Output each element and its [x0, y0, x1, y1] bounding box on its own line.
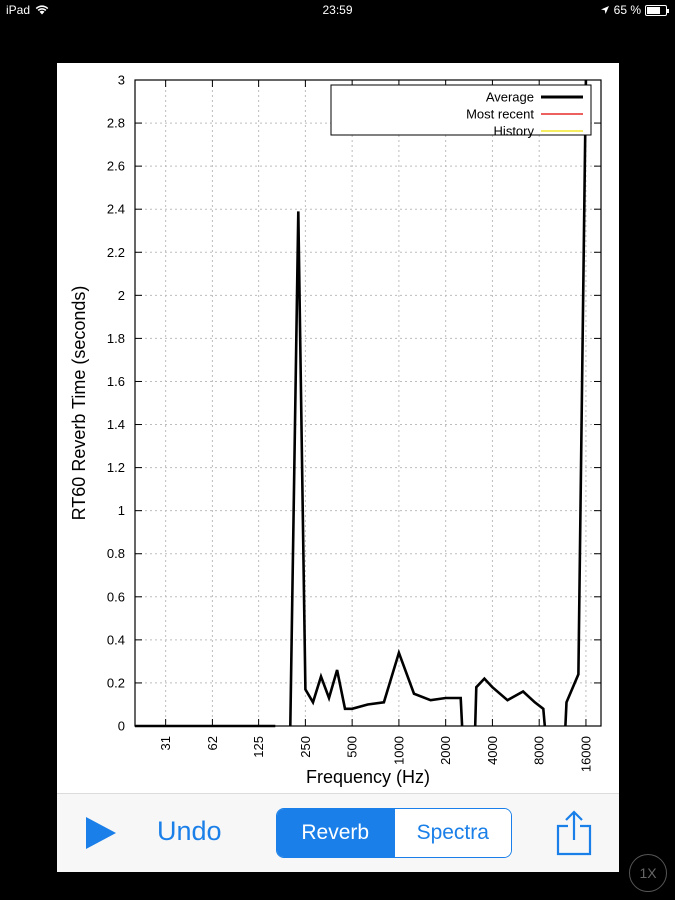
view-segmented-control: Reverb Spectra	[276, 808, 512, 858]
zoom-button[interactable]: 1X	[629, 854, 667, 892]
x-tick-label: 4000	[485, 736, 500, 765]
undo-button[interactable]: Undo	[157, 816, 222, 846]
status-bar: iPad 23:59 65 %	[0, 0, 675, 20]
share-icon	[556, 810, 592, 856]
battery-icon	[645, 4, 669, 16]
x-tick-label: 8000	[532, 736, 547, 765]
y-tick-label: 1.8	[107, 331, 125, 346]
y-tick-label: 0.8	[107, 546, 125, 561]
series-line-average	[564, 79, 588, 727]
y-tick-label: 0.4	[107, 632, 125, 647]
y-tick-label: 0.6	[107, 589, 125, 604]
share-button[interactable]	[555, 810, 593, 856]
legend-label: Average	[486, 90, 534, 105]
legend-label: History	[494, 124, 535, 139]
legend-box	[330, 84, 592, 136]
x-tick-label: 500	[345, 736, 360, 758]
status-time: 23:59	[322, 3, 353, 17]
battery-fill	[647, 6, 660, 14]
play-icon	[86, 817, 116, 849]
battery-percent: 65 %	[613, 3, 641, 17]
toolbar: Undo Reverb Spectra	[57, 793, 619, 872]
x-tick-label: 1000	[391, 736, 406, 765]
y-tick-label: 1	[118, 503, 125, 518]
tab-reverb[interactable]: Reverb	[277, 809, 394, 857]
y-tick-label: 1.2	[107, 460, 125, 475]
y-tick-label: 2.2	[107, 245, 125, 260]
y-tick-label: 1.4	[107, 417, 125, 432]
app-window: 0 0.2 0.4 0.6 0.8 1 1.2 1.4 1.6 1.8 2 2.2 2.4 2.6 2.8 3…	[57, 63, 619, 872]
y-tick-label: 0.2	[107, 675, 125, 690]
x-tick-label: 250	[298, 736, 313, 758]
series-line-average	[289, 211, 464, 727]
x-tick-label: 125	[251, 736, 266, 758]
status-right: 65 %	[600, 3, 669, 17]
y-tick-label: 1.6	[107, 374, 125, 389]
y-tick-label: 2.8	[107, 116, 125, 131]
y-tick-label: 3	[118, 73, 125, 88]
y-tick-label: 2	[118, 288, 125, 303]
x-tick-label: 2000	[438, 736, 453, 765]
y-tick-label: 0	[118, 719, 125, 734]
y-tick-label: 2.4	[107, 202, 125, 217]
location-arrow-icon	[600, 6, 609, 14]
wifi-icon	[35, 5, 49, 15]
tab-spectra[interactable]: Spectra	[393, 809, 511, 857]
x-tick-label: 16000	[578, 736, 593, 772]
status-left: iPad	[6, 3, 49, 17]
x-tick-label: 62	[205, 736, 220, 750]
y-axis-label: RT60 Reverb Time (seconds)	[69, 286, 89, 521]
x-axis-label: Frequency (Hz)	[306, 767, 430, 787]
play-button[interactable]	[83, 815, 119, 851]
device-name: iPad	[6, 3, 31, 17]
plot-frame	[134, 79, 602, 727]
series-line-average	[473, 676, 547, 727]
y-tick-label: 2.6	[107, 159, 125, 174]
reverb-chart: 0 0.2 0.4 0.6 0.8 1 1.2 1.4 1.6 1.8 2 2.2 2.4 2.6 2.8 3…	[69, 73, 602, 787]
x-tick-label: 31	[158, 736, 173, 750]
legend-label: Most recent	[466, 107, 534, 122]
